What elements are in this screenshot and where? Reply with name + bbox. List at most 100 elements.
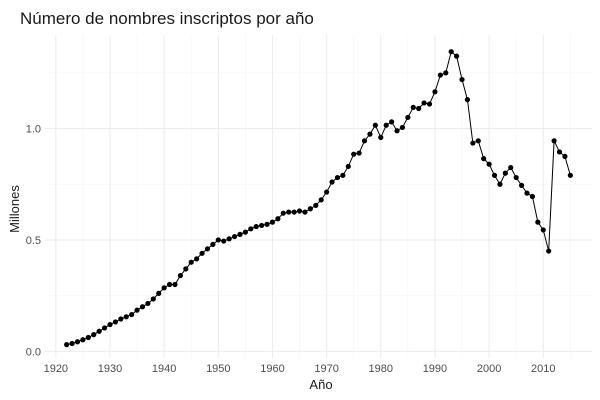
data-point [470, 140, 476, 146]
data-point [156, 290, 162, 296]
x-tick-label: 2010 [531, 363, 555, 375]
data-point [448, 49, 454, 55]
y-tick-label: 1.0 [26, 124, 41, 136]
data-point [253, 223, 259, 230]
data-point [562, 153, 568, 160]
data-point [199, 250, 205, 256]
x-tick-label: 1990 [423, 363, 447, 375]
data-point [221, 238, 227, 244]
data-point [80, 337, 86, 343]
data-point [502, 170, 508, 176]
series-line [66, 50, 571, 346]
data-point [123, 314, 129, 320]
data-point [437, 72, 443, 78]
x-tick-label: 1930 [98, 363, 122, 375]
y-tick-label: 0.5 [26, 235, 41, 247]
data-point [242, 229, 248, 235]
data-point [454, 53, 460, 59]
data-point [129, 311, 135, 318]
data-point [367, 131, 373, 137]
data-point [556, 149, 563, 155]
data-point [394, 128, 400, 134]
data-point [172, 281, 178, 288]
data-point [204, 246, 211, 252]
x-axis-ticks: 1920 1930 1940 1950 1960 1970 1980 1990 2000 2010 [44, 363, 556, 375]
x-tick-label: 1980 [369, 363, 393, 375]
data-point [551, 138, 557, 144]
data-point [248, 226, 254, 232]
data-point [215, 237, 221, 243]
x-tick-label: 1920 [44, 363, 68, 375]
data-point [134, 307, 140, 313]
y-tick-label: 0.0 [26, 346, 41, 358]
data-point [356, 150, 362, 156]
x-tick-label: 1950 [206, 363, 230, 375]
data-points [64, 49, 573, 348]
chart-title: Número de nombres inscriptos por año [20, 9, 314, 28]
data-point [416, 105, 422, 112]
data-point [112, 319, 119, 325]
data-point [486, 161, 492, 167]
data-point [372, 122, 378, 128]
data-point [302, 209, 308, 215]
data-point [107, 321, 113, 328]
data-point [145, 300, 151, 307]
data-point [513, 174, 519, 181]
data-point [421, 100, 427, 106]
x-tick-label: 1960 [260, 363, 284, 375]
data-point [389, 119, 395, 125]
data-point [275, 216, 281, 222]
data-point [459, 76, 465, 83]
data-point [329, 179, 335, 185]
data-point [177, 272, 183, 279]
data-point [567, 172, 573, 178]
data-point [464, 97, 471, 103]
data-point [334, 174, 341, 181]
data-point [296, 208, 303, 214]
x-tick-label: 1970 [314, 363, 338, 375]
data-point [139, 304, 146, 310]
data-point [345, 163, 351, 170]
data-point [269, 219, 276, 225]
data-point [361, 138, 368, 144]
data-point [69, 340, 75, 347]
data-point [481, 156, 487, 162]
data-point [91, 332, 97, 338]
data-point [508, 164, 514, 171]
data-point [166, 281, 173, 288]
data-point [183, 266, 189, 272]
data-point [118, 316, 124, 322]
data-point [497, 181, 503, 187]
data-point [194, 256, 200, 262]
data-point [101, 325, 108, 331]
data-point [399, 124, 406, 131]
data-point [85, 334, 91, 341]
data-point [491, 172, 498, 178]
data-point [426, 101, 433, 107]
data-point [74, 339, 81, 345]
data-point [432, 89, 438, 95]
data-point [318, 197, 324, 203]
data-point [264, 221, 270, 227]
data-point [286, 209, 292, 215]
series-line-group [66, 50, 571, 346]
x-axis-label: Año [309, 377, 332, 392]
data-point [535, 219, 541, 225]
data-point [410, 104, 416, 110]
data-point [259, 222, 265, 229]
data-point [188, 259, 194, 265]
data-point [324, 189, 330, 195]
data-point [96, 328, 102, 334]
grid [45, 35, 592, 358]
data-point [64, 342, 70, 348]
x-tick-label: 1940 [152, 363, 176, 375]
y-axis-label: Millones [7, 185, 22, 233]
data-point [405, 114, 411, 121]
data-point [161, 285, 167, 291]
data-point [340, 172, 346, 178]
data-point [524, 190, 530, 196]
data-point [378, 134, 384, 141]
data-point [351, 151, 357, 157]
